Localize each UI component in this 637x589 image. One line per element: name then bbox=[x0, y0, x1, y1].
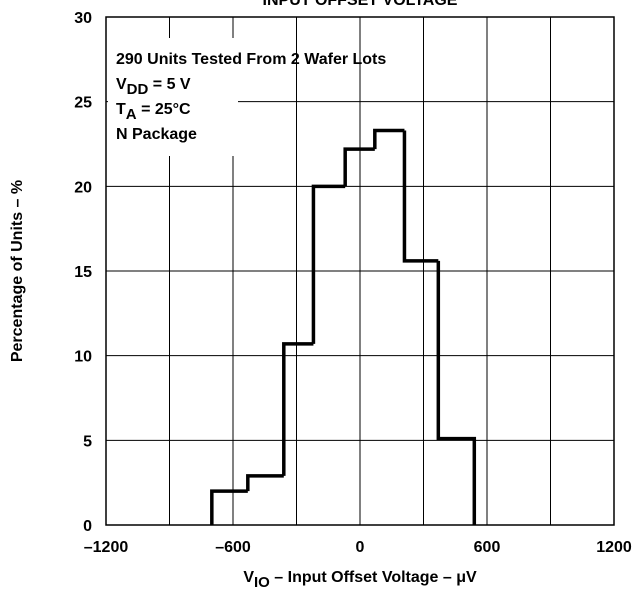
annotation: N Package bbox=[116, 126, 197, 143]
histogram bbox=[210, 128, 477, 525]
annotation-sub: DD bbox=[127, 81, 149, 98]
chart-title: INPUT OFFSET VOLTAGE bbox=[263, 0, 458, 9]
annotation-rest: = 25°C bbox=[137, 101, 191, 118]
x-tick-label: 600 bbox=[474, 539, 501, 556]
annotation-main: V bbox=[116, 76, 127, 93]
histogram-bar bbox=[311, 184, 346, 344]
y-tick-label: 15 bbox=[74, 264, 92, 281]
x-axis-label-rest: – Input Offset Voltage – μV bbox=[270, 569, 477, 586]
annotation-main: 290 Units Tested From 2 Wafer Lots bbox=[116, 51, 386, 68]
x-axis-label: VIO – Input Offset Voltage – μV bbox=[243, 569, 477, 589]
histogram-bar bbox=[210, 489, 248, 525]
histogram-bar bbox=[282, 342, 314, 476]
x-tick-label: 0 bbox=[356, 539, 365, 556]
y-axis-label: Percentage of Units – % bbox=[9, 180, 26, 362]
histogram-bar bbox=[402, 130, 439, 263]
y-tick-label: 30 bbox=[74, 10, 92, 27]
x-tick-label: –1200 bbox=[84, 539, 129, 556]
annotation-main: T bbox=[116, 101, 126, 118]
y-tick-label: 0 bbox=[83, 518, 92, 535]
annotation: 290 Units Tested From 2 Wafer Lots bbox=[116, 51, 386, 68]
histogram-bar bbox=[436, 260, 477, 525]
annotation: TA = 25°C bbox=[116, 101, 191, 123]
y-tick-label: 5 bbox=[83, 433, 92, 450]
annotation-background bbox=[108, 38, 238, 156]
x-tick-label: –600 bbox=[215, 539, 251, 556]
x-axis-label-sub: IO bbox=[254, 574, 270, 589]
x-tick-label: 1200 bbox=[596, 539, 632, 556]
y-tick-label: 10 bbox=[74, 349, 92, 366]
annotation-main: N Package bbox=[116, 126, 197, 143]
annotation: VDD = 5 V bbox=[116, 76, 191, 98]
annotation-rest: = 5 V bbox=[148, 76, 191, 93]
histogram-bar bbox=[373, 128, 405, 150]
y-tick-label: 20 bbox=[74, 179, 92, 196]
histogram-bar bbox=[343, 147, 375, 187]
histogram-bar bbox=[246, 474, 284, 492]
y-tick-label: 25 bbox=[74, 95, 92, 112]
annotation-sub: A bbox=[126, 106, 137, 123]
annotations: 290 Units Tested From 2 Wafer Lots VDD = … bbox=[116, 51, 386, 143]
plot-frame bbox=[105, 16, 615, 526]
x-axis-label-main: V bbox=[243, 569, 254, 586]
